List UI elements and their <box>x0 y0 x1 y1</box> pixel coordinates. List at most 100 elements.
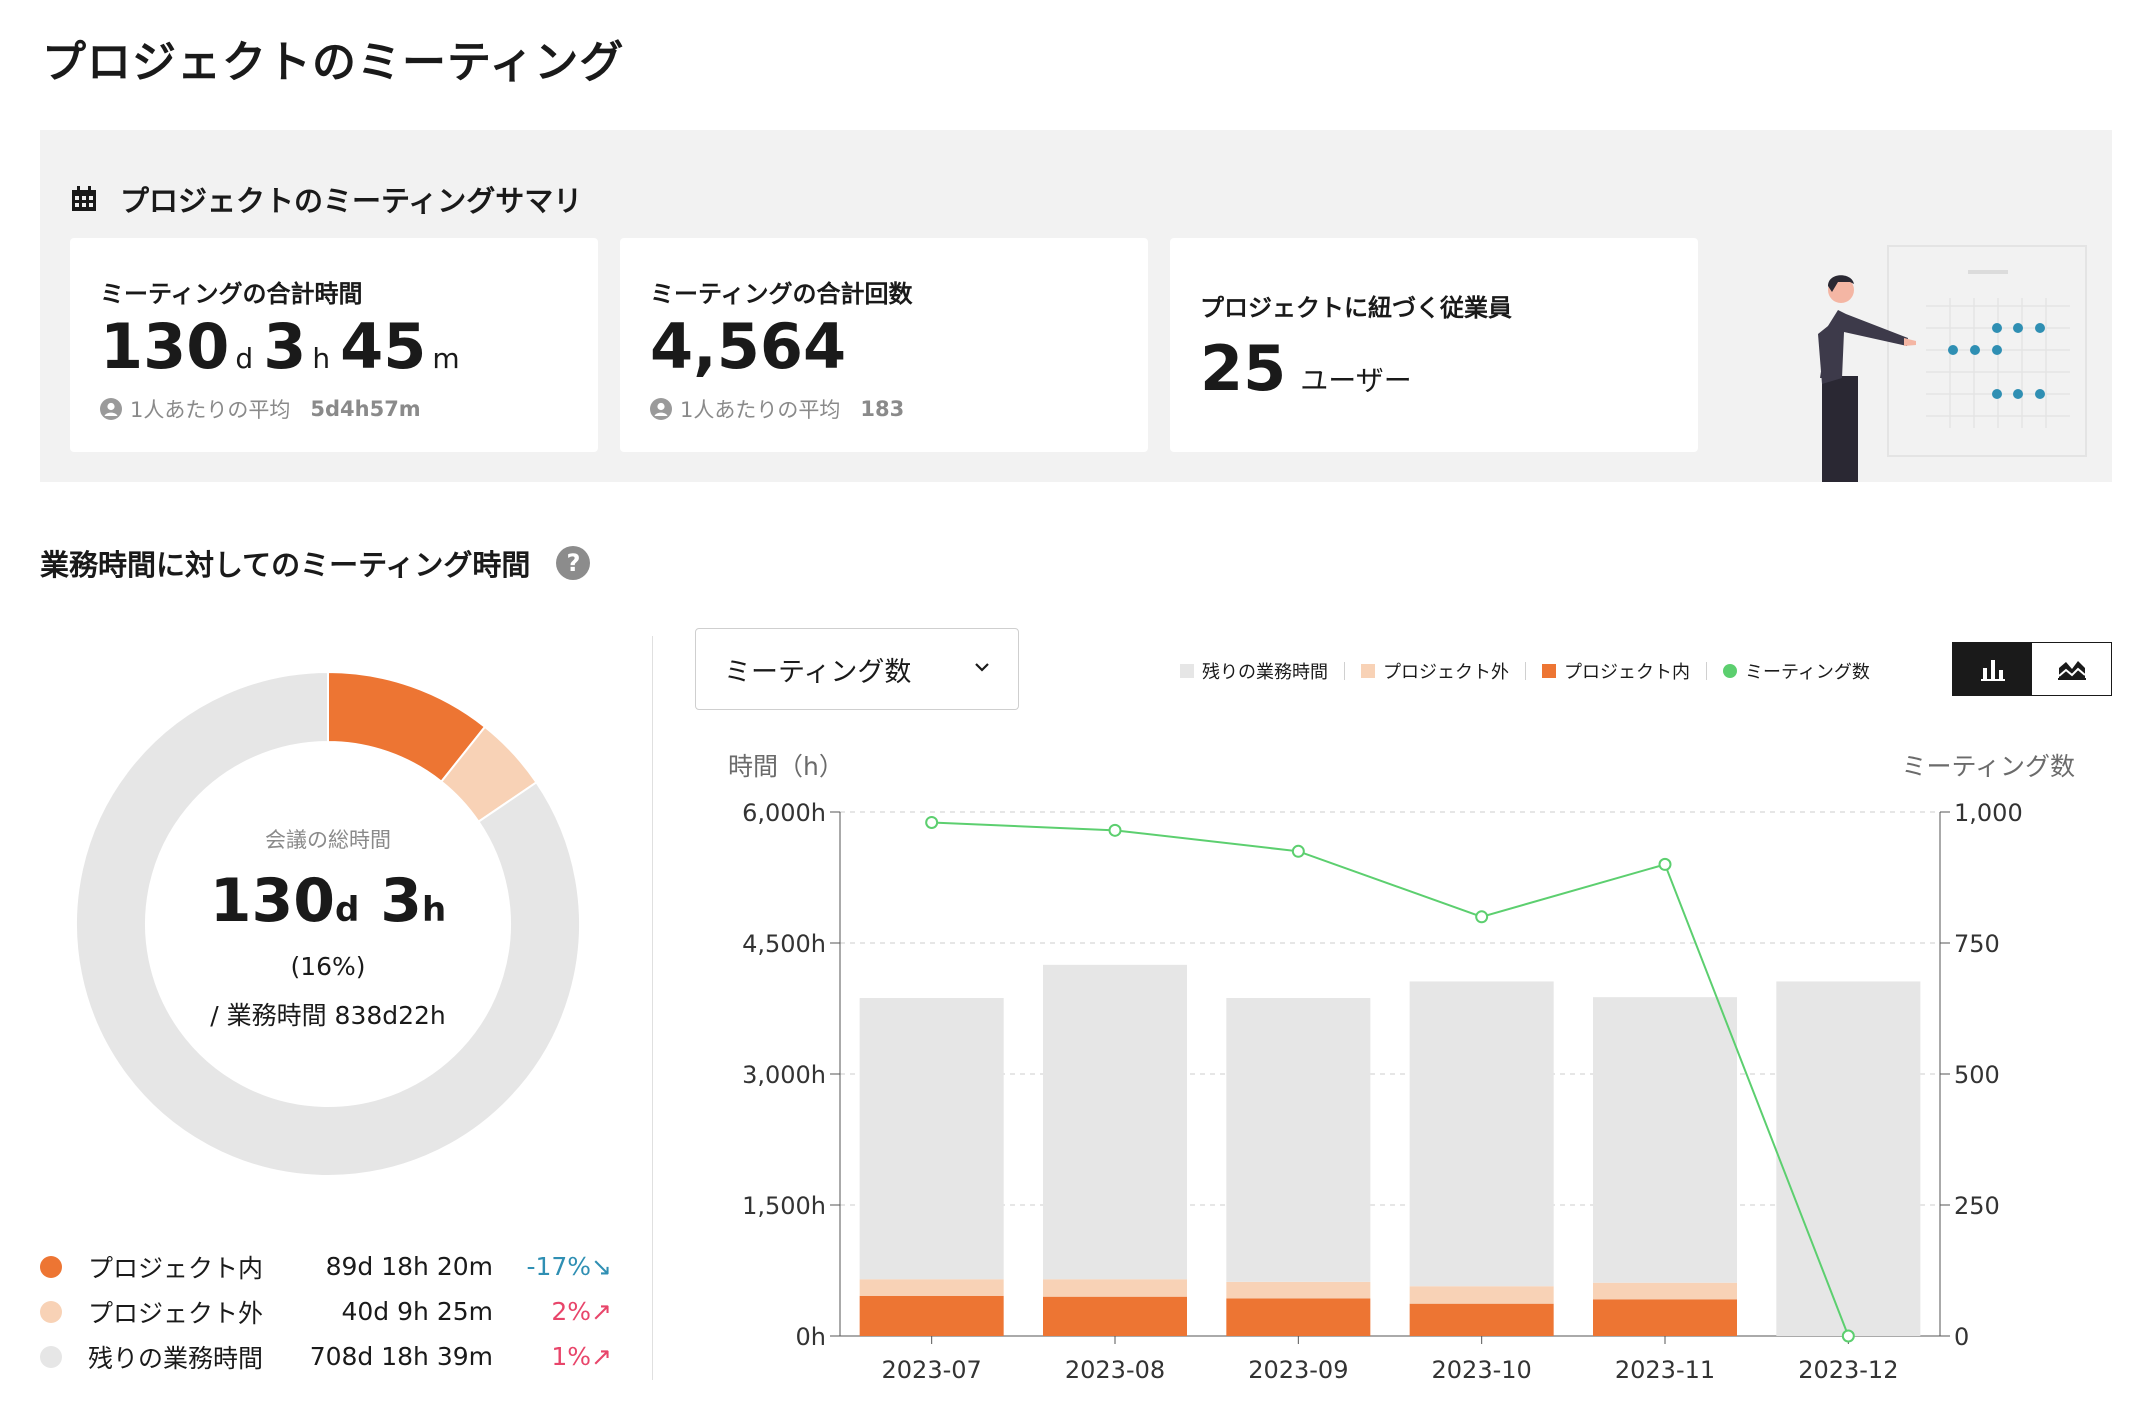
legend-separator <box>1525 662 1526 680</box>
total-time-minutes: 45 <box>340 310 427 383</box>
chart-legend-label: 残りの業務時間 <box>1202 662 1328 683</box>
bar-segment[interactable] <box>1226 998 1371 1282</box>
bar-segment[interactable] <box>859 1279 1004 1296</box>
y2-axis-title: ミーティング数 <box>1901 752 2075 781</box>
legend-label: プロジェクト外 <box>88 1298 264 1328</box>
page-title: プロジェクトのミーティング <box>42 37 625 88</box>
y2-tick-label: 0 <box>1954 1323 1969 1351</box>
chart-legend-item[interactable]: 残りの業務時間 <box>1180 658 1328 684</box>
bar-segment[interactable] <box>859 1295 1004 1336</box>
chart-legend-item[interactable]: ミーティング数 <box>1723 658 1870 684</box>
total-time-card: ミーティングの合計時間 130 d 3 h 45 m 1人あたりの平均 5d4h… <box>70 238 598 452</box>
line-point[interactable] <box>1841 1329 1855 1343</box>
employees-value-wrap: 25 ユーザー <box>1200 338 1422 400</box>
summary-panel: プロジェクトのミーティングサマリ ミーティングの合計時間 130 d 3 h 4… <box>40 130 2112 482</box>
bar-segment[interactable] <box>859 998 1004 1280</box>
y2-tick-label: 250 <box>1954 1192 2000 1220</box>
bar-segment[interactable] <box>1226 1298 1371 1336</box>
chart-legend-label: プロジェクト内 <box>1564 662 1690 683</box>
calendar-icon <box>72 186 96 211</box>
average-value: 183 <box>860 397 905 421</box>
legend-value: 89d 18h 20m <box>325 1252 493 1281</box>
section-title: 業務時間に対してのミーティング時間 ? <box>40 542 591 584</box>
legend-dot <box>40 1345 62 1368</box>
user-icon <box>100 398 122 420</box>
legend-swatch <box>1723 664 1737 678</box>
bar-segment[interactable] <box>1409 1303 1554 1336</box>
donut-center-label: 会議の総時間 <box>265 828 391 852</box>
bar-segment[interactable] <box>1593 1299 1737 1336</box>
chart-legend-item[interactable]: プロジェクト内 <box>1542 658 1690 684</box>
chart-legend-label: ミーティング数 <box>1745 662 1870 683</box>
donut-center: 会議の総時間 130d 3h (16%) / 業務時間 838d22h <box>76 672 580 1176</box>
total-time-average: 1人あたりの平均 5d4h57m <box>100 394 421 424</box>
donut-total-days: 130 <box>209 866 336 936</box>
donut-slice[interactable] <box>75 670 581 1177</box>
x-tick-label: 2023-12 <box>1798 1356 1898 1384</box>
average-value: 5d4h57m <box>310 397 421 421</box>
bar-view-button[interactable] <box>1953 643 2032 695</box>
y2-tick-label: 1,000 <box>1954 799 2023 827</box>
section-title-text: 業務時間に対してのミーティング時間 <box>40 548 531 582</box>
bar-segment[interactable] <box>1226 1281 1371 1299</box>
donut-total-days-unit: d <box>335 890 360 930</box>
chart-legend-label: プロジェクト外 <box>1383 662 1509 683</box>
bar-segment[interactable] <box>1409 981 1554 1287</box>
total-time-value: 130 d 3 h 45 m <box>100 316 470 378</box>
legend-row-project-outside: プロジェクト外 40d 9h 25m 2%↗ <box>40 1289 620 1334</box>
legend-separator <box>1344 662 1345 680</box>
donut-chart: 会議の総時間 130d 3h (16%) / 業務時間 838d22h <box>75 670 581 1177</box>
total-count-label: ミーティングの合計回数 <box>650 280 913 308</box>
x-tick-label: 2023-09 <box>1248 1356 1348 1384</box>
summary-header: プロジェクトのミーティングサマリ <box>70 178 582 220</box>
line-point[interactable] <box>1291 844 1305 858</box>
donut-percent: (16%) <box>290 952 366 981</box>
user-icon <box>650 398 672 420</box>
dropdown-value: ミーティング数 <box>724 656 912 688</box>
average-label: 1人あたりの平均 <box>680 398 841 422</box>
legend-dot <box>40 1300 62 1323</box>
total-time-label: ミーティングの合計時間 <box>100 280 363 308</box>
chart-view-toggle <box>1952 642 2112 696</box>
legend-change: 2%↗ <box>551 1297 612 1326</box>
bar-segment[interactable] <box>1043 964 1187 1280</box>
x-tick-label: 2023-11 <box>1615 1356 1715 1384</box>
employees-value: 25 <box>1200 332 1287 405</box>
bar-segment[interactable] <box>1043 1296 1187 1336</box>
donut-total-hours: 3 <box>380 866 422 936</box>
average-label: 1人あたりの平均 <box>130 398 291 422</box>
legend-row-remaining: 残りの業務時間 708d 18h 39m 1%↗ <box>40 1334 620 1379</box>
bar-segment[interactable] <box>1593 997 1737 1283</box>
donut-legend: プロジェクト内 89d 18h 20m -17%↘ プロジェクト外 40d 9h… <box>40 1244 620 1379</box>
total-time-hours: 3 <box>263 310 307 383</box>
y-tick-label: 3,000h <box>742 1061 826 1089</box>
legend-change: 1%↗ <box>551 1342 612 1371</box>
metric-dropdown[interactable]: ミーティング数 <box>695 628 1019 710</box>
chart-legend-item[interactable]: プロジェクト外 <box>1361 658 1509 684</box>
employees-unit: ユーザー <box>1300 364 1412 397</box>
donut-svg <box>75 670 581 1177</box>
employees-label: プロジェクトに紐づく従業員 <box>1200 294 1512 322</box>
line-point[interactable] <box>1475 910 1489 924</box>
meetings-bar-chart: 時間（h） ミーティング数 0h 0 1,500h 250 3,000h 500 4,500h 7… <box>728 752 2075 1384</box>
donut-total: 130d 3h <box>76 866 580 936</box>
line-point[interactable] <box>1658 857 1672 871</box>
line-point[interactable] <box>925 815 939 829</box>
y-tick-label: 1,500h <box>742 1192 826 1220</box>
bar-chart-icon <box>1980 660 2005 681</box>
bar-segment[interactable] <box>1776 981 1921 1336</box>
x-tick-label: 2023-08 <box>1065 1356 1165 1384</box>
area-view-button[interactable] <box>2032 643 2111 695</box>
legend-dot <box>40 1255 62 1278</box>
bar-segment[interactable] <box>1043 1279 1187 1297</box>
y-tick-label: 4,500h <box>742 930 826 958</box>
bar-segment[interactable] <box>1593 1282 1737 1300</box>
total-count-value-wrap: 4,564 <box>650 316 846 378</box>
meetings-line <box>931 821 1850 1337</box>
help-icon[interactable]: ? <box>556 546 591 580</box>
line-point[interactable] <box>1108 823 1122 837</box>
y-tick-label: 0h <box>796 1323 826 1351</box>
x-tick-label: 2023-07 <box>882 1356 982 1384</box>
bar-segment[interactable] <box>1409 1286 1554 1304</box>
legend-change: -17%↘ <box>526 1252 612 1281</box>
